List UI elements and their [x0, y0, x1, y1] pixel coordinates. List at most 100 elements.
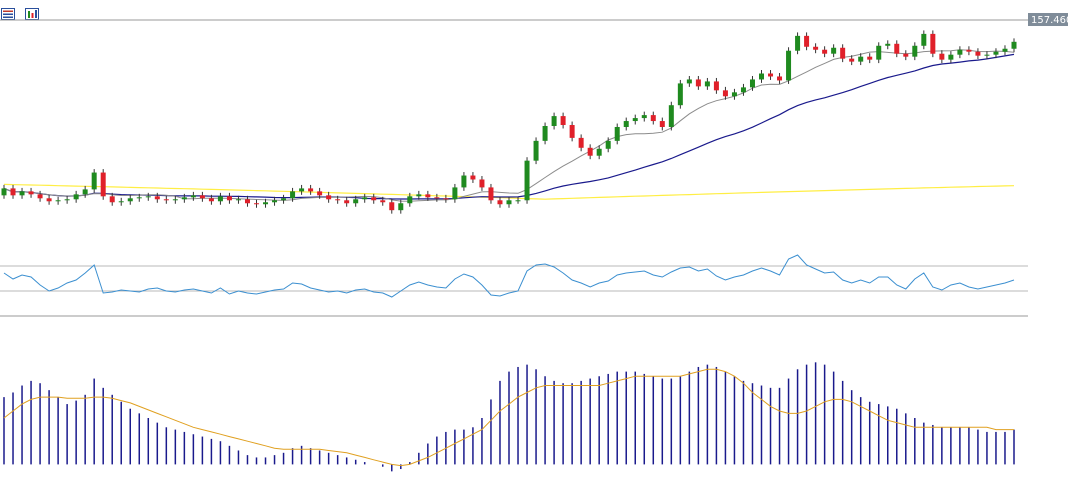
candle-body: [272, 200, 278, 203]
candle-body: [993, 51, 999, 55]
candle-body: [614, 126, 620, 141]
candle-body: [677, 83, 683, 106]
candle-body: [154, 196, 160, 200]
candle-body: [290, 191, 296, 199]
candle-body: [82, 189, 88, 195]
candle-body: [326, 195, 332, 200]
candle-body: [506, 200, 512, 205]
candle-body: [713, 81, 719, 91]
candle-body: [786, 50, 792, 81]
candle-body: [109, 196, 115, 203]
candle-body: [461, 175, 467, 188]
candle-body: [217, 196, 223, 202]
last-price-label: 157.460: [1031, 15, 1072, 26]
candle-body: [623, 121, 629, 127]
candle-body: [398, 203, 404, 211]
candle-body: [416, 194, 422, 197]
candle-body: [443, 198, 449, 200]
candle-body: [317, 191, 323, 196]
macd-panel: [3, 362, 1015, 472]
candle-body: [389, 202, 395, 211]
candle-body: [281, 198, 287, 201]
candle-body: [858, 56, 864, 62]
candle-body: [127, 198, 133, 202]
candle-body: [19, 191, 25, 196]
candle-body: [542, 126, 548, 141]
candle-body: [515, 200, 521, 202]
candle-body: [1002, 48, 1008, 52]
candle-body: [37, 194, 43, 199]
candle-body: [560, 116, 566, 126]
chart-toolbar: [0, 2, 60, 20]
candle-body: [91, 172, 97, 190]
candle-body: [695, 79, 701, 87]
candle-body: [199, 195, 205, 199]
candle-body: [353, 199, 359, 204]
candle-body: [344, 200, 350, 204]
candle-body: [10, 188, 16, 196]
candle-body: [452, 187, 458, 200]
candle-body: [686, 79, 692, 84]
candle-body: [930, 33, 936, 54]
candle-body: [831, 47, 837, 54]
candle-body: [641, 115, 647, 119]
candle-body: [551, 116, 557, 126]
candle-body: [299, 188, 305, 192]
candle-body: [425, 194, 431, 198]
candle-body: [172, 199, 178, 201]
candle-body: [903, 53, 909, 57]
candle-body: [749, 79, 755, 88]
rsi-panel: [3, 254, 1015, 298]
candle-body: [722, 90, 728, 97]
ma-fast-line: [3, 49, 1015, 202]
candle-body: [867, 56, 873, 60]
candle-body: [497, 200, 503, 205]
candle-body: [235, 199, 241, 201]
candle-body: [244, 199, 250, 204]
candle-body: [308, 188, 314, 192]
last-price-tag: 157.460: [1028, 13, 1072, 26]
candle-body: [740, 87, 746, 93]
candle-body: [163, 199, 169, 201]
candle-body: [470, 175, 476, 180]
rsi-line: [3, 254, 1015, 298]
candle-body: [948, 54, 954, 60]
candle-body: [731, 92, 737, 97]
candle-body: [596, 148, 602, 156]
candle-body: [569, 125, 575, 138]
candle-body: [813, 46, 819, 50]
candle-body: [759, 73, 764, 80]
candle-body: [181, 197, 187, 200]
price-panel: [1, 30, 1017, 214]
candle-body: [145, 196, 151, 198]
candle-body: [984, 54, 990, 56]
candle-body: [966, 49, 972, 52]
candle-body: [587, 147, 593, 156]
candle-body: [768, 73, 774, 77]
candle-body: [46, 198, 52, 202]
candle-body: [335, 199, 341, 201]
candle-body: [55, 200, 61, 202]
candle-body: [371, 197, 377, 201]
candle-body: [975, 51, 981, 56]
candle-body: [939, 53, 945, 60]
candle-body: [1011, 41, 1017, 49]
candle-body: [704, 81, 710, 87]
candle-body: [885, 43, 891, 46]
candle-body: [957, 49, 963, 55]
candle-body: [912, 45, 918, 57]
candle-body: [921, 33, 927, 46]
candle-body: [226, 196, 232, 201]
candle-body: [876, 45, 882, 60]
candle-body: [362, 197, 368, 200]
candle-body: [659, 121, 665, 127]
candle-body: [632, 118, 638, 122]
candle-body: [650, 115, 656, 122]
candle-body: [136, 197, 142, 199]
candle-body: [605, 140, 611, 149]
candle-body: [578, 137, 584, 148]
candle-body: [533, 140, 539, 161]
candle-body: [208, 198, 214, 202]
candle-body: [64, 199, 70, 201]
